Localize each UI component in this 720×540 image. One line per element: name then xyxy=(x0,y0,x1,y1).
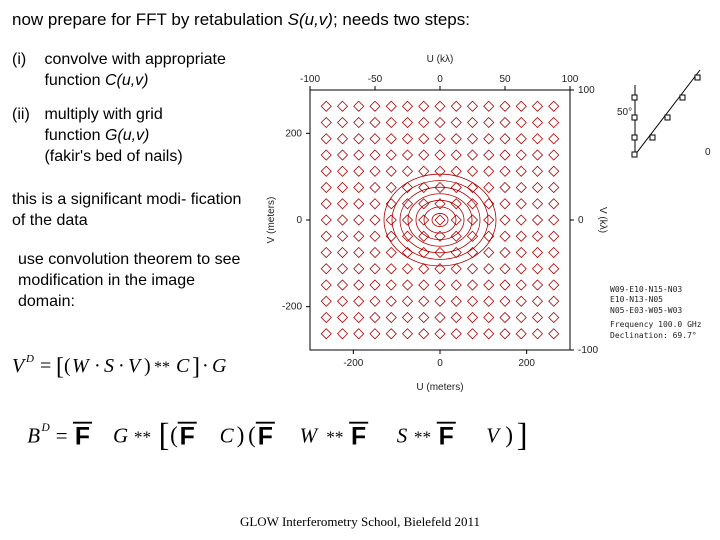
svg-text:(: ( xyxy=(170,423,178,448)
svg-text:0: 0 xyxy=(296,215,302,226)
svg-text:[: [ xyxy=(56,354,64,380)
legend-l3: N05-E03-W05-W03 xyxy=(610,306,702,316)
legend-l2: E10-N13-N05 xyxy=(610,295,702,305)
step-ii-marker: (ii) xyxy=(12,105,40,126)
step-ii-line2a: function xyxy=(44,127,104,144)
svg-text:-200: -200 xyxy=(343,358,363,369)
svg-text:100: 100 xyxy=(578,85,595,96)
uv-chart-svg: U (kλ) -100 -50 0 50 100 U (meters) -200 0 200… xyxy=(260,50,610,400)
svg-text:F: F xyxy=(351,424,366,451)
bottom-axis-label: U (meters) xyxy=(416,382,463,393)
svg-text:]: ] xyxy=(192,354,200,380)
svg-text:(: ( xyxy=(248,423,256,448)
svg-text:0: 0 xyxy=(437,358,443,369)
svg-text:0: 0 xyxy=(578,215,584,226)
svg-text:=: = xyxy=(40,355,51,377)
title-func: S(u,v) xyxy=(288,10,333,29)
legend-l1: W09-E10-N15-N03 xyxy=(610,285,702,295)
equation-vd: V D = [ ( W · S · V ) ** C ] · G xyxy=(12,350,292,384)
svg-text:100: 100 xyxy=(562,74,579,85)
array-inset: 50° 0 xyxy=(615,55,715,175)
svg-text:S: S xyxy=(397,424,408,448)
svg-text:): ) xyxy=(237,423,245,448)
svg-text:=: = xyxy=(56,424,68,448)
uv-coverage-chart: U (kλ) -100 -50 0 50 100 U (meters) -200 0 200… xyxy=(260,50,610,400)
step-i: (i) convolve with appropriate function C… xyxy=(12,50,262,92)
top-axis: U (kλ) -100 -50 0 50 100 xyxy=(300,54,579,90)
svg-text:0: 0 xyxy=(437,74,443,85)
title-post: ; needs two steps: xyxy=(333,10,470,29)
svg-text:): ) xyxy=(505,423,513,448)
bottom-axis: U (meters) -200 0 200 xyxy=(343,350,535,393)
top-axis-label: U (kλ) xyxy=(427,54,454,65)
svg-text:[: [ xyxy=(159,418,170,454)
step-ii-line3: (fakir's bed of nails) xyxy=(44,148,182,165)
svg-text:W: W xyxy=(300,424,320,448)
step-ii-line1: multiply with grid xyxy=(44,106,162,123)
slide-title: now prepare for FFT by retabulation S(u,… xyxy=(12,10,470,30)
inset-0-label: 0 xyxy=(705,147,711,158)
step-i-line2a: function xyxy=(44,72,104,89)
right-axis: V (kλ) -100 0 100 xyxy=(570,85,608,356)
svg-text:D: D xyxy=(41,422,51,434)
paragraph-modification: this is a significant modi- fication of … xyxy=(12,190,242,232)
svg-text:V: V xyxy=(486,424,501,448)
right-axis-label: V (kλ) xyxy=(597,207,608,233)
svg-text:**: ** xyxy=(134,428,151,447)
svg-text:]: ] xyxy=(517,418,528,454)
inset-50-label: 50° xyxy=(617,107,632,118)
svg-text:·: · xyxy=(118,355,125,377)
step-i-body: convolve with appropriate function C(u,v… xyxy=(44,50,254,92)
svg-text:-100: -100 xyxy=(578,345,598,356)
svg-text:**: ** xyxy=(414,428,431,447)
svg-text:·: · xyxy=(94,355,101,377)
svg-text:200: 200 xyxy=(285,128,302,139)
svg-text:50: 50 xyxy=(499,74,511,85)
svg-text:F: F xyxy=(180,424,195,451)
equation-bd: B D = F G ** [ ( F C ) ( F W ** F S ** F… xyxy=(12,416,652,456)
chart-legend: W09-E10-N15-N03 E10-N13-N05 N05-E03-W05-… xyxy=(610,285,702,341)
left-axis-label: V (meters) xyxy=(266,197,277,244)
slide-footer: GLOW Interferometry School, Bielefeld 20… xyxy=(0,514,720,530)
svg-text:D: D xyxy=(25,353,34,365)
sampling-grid xyxy=(321,101,559,339)
paragraph-convolution: use convolution theorem to see modificat… xyxy=(18,250,248,312)
title-pre: now prepare for FFT by retabulation xyxy=(12,10,288,29)
svg-text:·: · xyxy=(202,355,209,377)
svg-text:**: ** xyxy=(154,359,170,376)
svg-text:-50: -50 xyxy=(368,74,383,85)
para2-text: use convolution theorem to see modificat… xyxy=(18,251,240,310)
legend-l5: Declination: 69.7° xyxy=(610,331,702,341)
svg-text:200: 200 xyxy=(518,358,535,369)
svg-text:V: V xyxy=(12,355,27,377)
svg-text:-200: -200 xyxy=(282,302,302,313)
svg-text:-100: -100 xyxy=(300,74,320,85)
svg-text:F: F xyxy=(439,424,454,451)
step-i-func: C(u,v) xyxy=(105,72,149,89)
svg-text:S: S xyxy=(104,355,114,377)
svg-text:G: G xyxy=(113,424,128,448)
legend-l4: Frequency 100.0 GHz xyxy=(610,320,702,330)
left-axis: V (meters) -200 0 200 xyxy=(266,128,310,312)
svg-text:B: B xyxy=(27,424,40,448)
svg-text:W: W xyxy=(72,355,91,377)
svg-text:F: F xyxy=(75,424,90,451)
step-ii-func: G(u,v) xyxy=(105,127,149,144)
step-ii: (ii) multiply with grid function G(u,v) … xyxy=(12,105,262,167)
svg-text:G: G xyxy=(212,355,227,377)
uv-tracks xyxy=(384,174,496,266)
svg-text:**: ** xyxy=(326,428,343,447)
svg-text:(: ( xyxy=(64,355,71,377)
step-i-line1: convolve with appropriate xyxy=(44,51,225,68)
step-ii-body: multiply with grid function G(u,v) (faki… xyxy=(44,105,254,167)
step-i-marker: (i) xyxy=(12,50,40,71)
para1-text: this is a significant modi- fication of … xyxy=(12,191,241,229)
svg-text:): ) xyxy=(144,355,151,377)
svg-text:C: C xyxy=(176,355,190,377)
svg-text:F: F xyxy=(258,424,273,451)
svg-text:V: V xyxy=(128,355,143,377)
svg-text:C: C xyxy=(220,424,235,448)
footer-text: GLOW Interferometry School, Bielefeld 20… xyxy=(240,514,480,529)
